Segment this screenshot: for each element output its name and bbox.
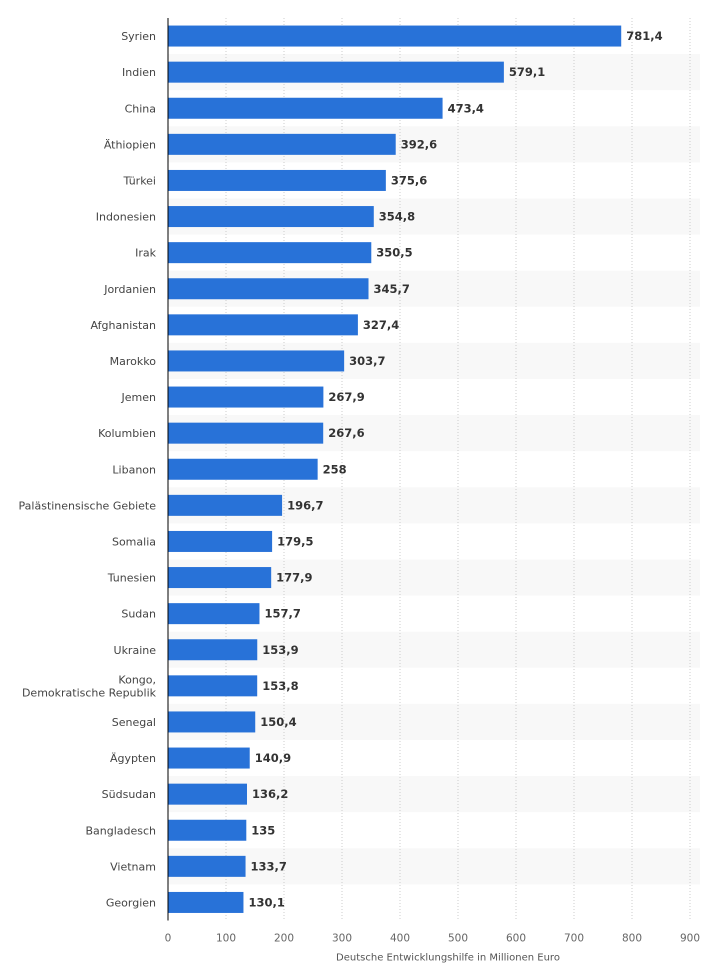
category-label: Ukraine	[114, 644, 157, 657]
value-label: 350,5	[376, 246, 412, 260]
category-label: Kolumbien	[98, 427, 156, 440]
category-label: Jordanien	[103, 283, 156, 296]
bar[interactable]	[168, 422, 324, 444]
bar[interactable]	[168, 530, 273, 552]
category-label: Tunesien	[107, 572, 156, 585]
bar[interactable]	[168, 206, 374, 228]
x-tick-label: 600	[506, 933, 526, 945]
category-label: Türkei	[122, 174, 156, 187]
bar[interactable]	[168, 855, 246, 877]
category-label: Ägypten	[110, 752, 156, 765]
bar[interactable]	[168, 314, 358, 336]
value-label: 392,6	[401, 137, 437, 151]
x-tick-label: 400	[390, 933, 410, 945]
category-label: Senegal	[112, 716, 156, 729]
value-label: 153,9	[262, 643, 298, 657]
row-band	[168, 848, 700, 885]
category-label: China	[125, 102, 156, 115]
bar[interactable]	[168, 242, 372, 264]
x-tick-label: 100	[216, 933, 236, 945]
category-label: Indien	[122, 66, 156, 79]
value-label: 267,9	[328, 390, 364, 404]
category-label: Indonesien	[96, 211, 156, 224]
value-label: 781,4	[626, 29, 662, 43]
bar[interactable]	[168, 278, 369, 300]
bars	[168, 25, 622, 913]
value-label: 133,7	[251, 859, 287, 873]
category-label: Kongo, Demokratische Republik	[22, 673, 157, 699]
value-label: 579,1	[509, 65, 545, 79]
x-tick-label: 900	[680, 933, 700, 945]
value-label: 267,6	[328, 426, 364, 440]
category-label: Äthiopien	[104, 138, 156, 151]
category-label: Marokko	[110, 355, 157, 368]
value-label: 177,9	[276, 571, 312, 585]
value-labels: 781,4 579,1 473,4 392,6 375,6 354,8 350,5 345,7…	[248, 29, 662, 909]
category-label: Georgien	[106, 896, 156, 909]
value-label: 130,1	[248, 895, 284, 909]
bar[interactable]	[168, 494, 283, 516]
gridlines	[225, 18, 691, 921]
x-tick-label: 800	[622, 933, 642, 945]
bar[interactable]	[168, 603, 260, 625]
bar[interactable]	[168, 350, 345, 372]
bar[interactable]	[168, 97, 443, 119]
value-label: 345,7	[374, 282, 410, 296]
bar[interactable]	[168, 458, 318, 480]
value-label: 157,7	[264, 607, 300, 621]
bar[interactable]	[168, 783, 247, 805]
value-label: 136,2	[252, 787, 288, 801]
x-tick-labels: 0 100 200 300 400 500 600 700 800 900	[165, 933, 700, 945]
x-axis-title: Deutsche Entwicklungshilfe in Millionen …	[336, 953, 560, 964]
value-label: 303,7	[349, 354, 385, 368]
bar[interactable]	[168, 675, 258, 697]
category-label: Palästinensische Gebiete	[19, 499, 157, 512]
row-band	[168, 703, 700, 740]
value-label: 473,4	[448, 101, 484, 115]
value-label: 153,8	[262, 679, 298, 693]
bar[interactable]	[168, 639, 258, 661]
value-label: 150,4	[260, 715, 296, 729]
category-labels: Syrien Indien China Äthiopien Türkei Indonesi…	[19, 30, 157, 909]
category-label: Jemen	[121, 391, 156, 404]
category-label: Sudan	[121, 608, 156, 621]
row-band	[168, 776, 700, 813]
x-tick-label: 500	[448, 933, 468, 945]
category-label: Somalia	[112, 535, 156, 548]
bar[interactable]	[168, 567, 272, 589]
bar[interactable]	[168, 819, 247, 841]
bar[interactable]	[168, 61, 504, 83]
bar[interactable]	[168, 747, 250, 769]
category-label: Südsudan	[102, 788, 156, 801]
bar[interactable]	[168, 891, 244, 913]
x-tick-label: 200	[274, 933, 294, 945]
category-label: Vietnam	[110, 860, 156, 873]
bar[interactable]	[168, 169, 386, 191]
value-label: 135	[251, 823, 275, 837]
value-label: 196,7	[287, 498, 323, 512]
value-label: 354,8	[379, 210, 415, 224]
category-label: Bangladesch	[85, 824, 156, 837]
x-tick-label: 300	[332, 933, 352, 945]
bar[interactable]	[168, 25, 622, 47]
value-label: 258	[323, 462, 347, 476]
bar[interactable]	[168, 133, 396, 155]
x-tick-label: 700	[564, 933, 584, 945]
category-label: Libanon	[112, 463, 156, 476]
bar[interactable]	[168, 711, 256, 733]
value-label: 327,4	[363, 318, 399, 332]
category-label: Irak	[135, 247, 157, 260]
category-label: Afghanistan	[91, 319, 157, 332]
value-label: 140,9	[255, 751, 291, 765]
bar[interactable]	[168, 386, 324, 408]
value-label: 179,5	[277, 534, 313, 548]
category-label: Syrien	[121, 30, 156, 43]
x-tick-label: 0	[165, 933, 172, 945]
value-label: 375,6	[391, 173, 427, 187]
